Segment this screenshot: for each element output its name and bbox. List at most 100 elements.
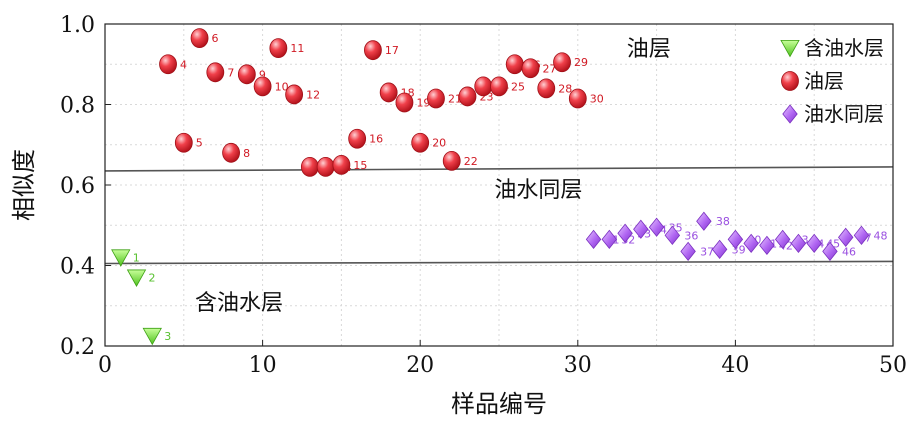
x-tick-label: 10	[249, 353, 277, 378]
data-point	[142, 327, 162, 346]
legend-marker	[781, 71, 799, 91]
data-point	[617, 223, 633, 243]
data-label: 25	[511, 80, 525, 93]
data-point	[159, 54, 177, 75]
data-point	[253, 76, 272, 97]
data-point	[774, 229, 791, 249]
data-point	[711, 239, 728, 260]
data-point	[364, 40, 382, 61]
data-point	[601, 229, 618, 249]
data-point	[190, 28, 209, 48]
data-point	[411, 132, 430, 153]
data-point	[111, 249, 131, 267]
data-point	[332, 154, 351, 175]
data-label: 6	[212, 32, 219, 45]
data-point	[648, 217, 665, 237]
data-label: 16	[369, 133, 383, 146]
data-point	[759, 235, 775, 256]
data-label: 5	[196, 137, 203, 150]
data-label: 29	[574, 56, 588, 69]
data-label: 22	[464, 155, 478, 168]
data-point	[505, 54, 524, 75]
data-point	[269, 38, 288, 59]
data-point	[727, 229, 744, 249]
region-label: 油层	[627, 37, 671, 62]
data-label: 3	[164, 330, 171, 343]
x-tick-label: 0	[98, 353, 112, 378]
data-label: 8	[243, 147, 250, 160]
data-point	[568, 88, 587, 109]
y-tick-label: 0.4	[60, 255, 95, 280]
grid-lines	[105, 23, 893, 346]
y-tick-label: 0.2	[60, 335, 95, 360]
data-point	[222, 142, 240, 163]
data-point	[300, 156, 319, 177]
threshold-line	[104, 166, 894, 172]
data-label: 9	[259, 68, 266, 81]
data-point	[427, 88, 445, 109]
data-label: 46	[842, 245, 856, 258]
region-label: 含油水层	[195, 291, 283, 316]
data-point	[633, 219, 649, 239]
data-label: 2	[149, 272, 156, 285]
y-tick-label: 0.6	[60, 174, 95, 199]
y-axis-label: 相似度	[10, 149, 38, 221]
legend-marker	[782, 104, 798, 124]
data-point	[237, 64, 256, 85]
threshold-lines	[104, 166, 894, 265]
data-label: 30	[590, 92, 604, 105]
data-label: 27	[543, 62, 557, 75]
data-point	[664, 225, 681, 245]
data-point	[490, 76, 508, 97]
data-label: 15	[353, 159, 367, 172]
axis-ticks: 0 10 20 30 40 50 0.2 0.4 0.6 0.8 1.0	[60, 13, 907, 378]
series-1-points: 12 3	[111, 249, 171, 346]
data-point	[174, 132, 193, 153]
legend-marker	[780, 39, 800, 58]
data-label: 37	[700, 245, 714, 258]
data-point	[790, 233, 807, 254]
data-point	[458, 86, 477, 107]
data-point	[696, 211, 712, 231]
data-label: 36	[684, 229, 698, 242]
x-tick-label: 40	[721, 353, 749, 378]
series-3-points: 313233343536373839404142434445464748	[585, 211, 887, 262]
data-point	[474, 76, 493, 97]
region-label: 油水同层	[494, 178, 582, 203]
legend-entry: 油层	[804, 69, 844, 93]
data-point	[585, 229, 602, 249]
data-point	[521, 58, 540, 79]
data-label: 17	[385, 44, 399, 57]
data-point	[285, 84, 304, 105]
data-point	[316, 156, 335, 177]
data-label: 4	[180, 58, 187, 71]
data-label: 10	[275, 80, 289, 93]
data-label: 1	[133, 251, 140, 264]
data-point	[822, 241, 838, 262]
data-label: 48	[873, 229, 887, 242]
data-point	[806, 233, 822, 254]
x-tick-label: 50	[879, 353, 907, 378]
data-label: 21	[448, 92, 462, 105]
data-point	[348, 128, 367, 149]
data-label: 28	[558, 82, 572, 95]
data-points: 1234567891011121314151617181920212223242…	[111, 28, 887, 346]
data-point	[126, 269, 147, 287]
data-point	[379, 82, 398, 103]
data-label: 11	[290, 42, 304, 55]
x-axis-label: 样品编号	[451, 390, 547, 418]
data-point	[680, 241, 696, 262]
data-point	[537, 78, 556, 99]
data-label: 7	[227, 66, 234, 79]
x-tick-label: 20	[406, 353, 434, 378]
data-point	[442, 150, 461, 171]
legend-entry: 油水同层	[804, 102, 884, 126]
y-tick-label: 0.8	[60, 94, 95, 119]
data-label: 20	[432, 137, 446, 150]
data-point	[553, 52, 571, 73]
x-tick-label: 30	[564, 353, 592, 378]
y-tick-label: 1.0	[60, 13, 95, 38]
